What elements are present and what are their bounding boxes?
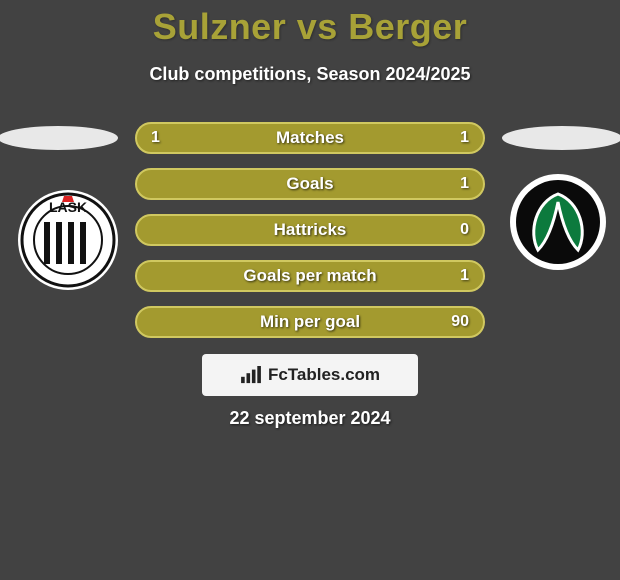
bars-icon [240,366,262,384]
decor-oval-left [0,126,118,150]
brand-box: FcTables.com [202,354,418,396]
stat-label: Goals per match [243,266,376,286]
decor-oval-right [502,126,620,150]
lask-badge-icon: LASK [18,180,118,300]
stat-label: Min per goal [260,312,360,332]
stat-right-value: 0 [460,221,469,239]
stat-row: Hattricks 0 [135,214,485,246]
stat-row: Goals 1 [135,168,485,200]
stat-label: Goals [286,174,333,194]
brand-label: FcTables.com [268,365,380,385]
stat-label: Matches [276,128,344,148]
stat-row: Min per goal 90 [135,306,485,338]
subtitle: Club competitions, Season 2024/2025 [0,64,620,85]
date-label: 22 september 2024 [0,408,620,429]
stat-row: 1 Matches 1 [135,122,485,154]
stat-label: Hattricks [274,220,347,240]
stat-left-value: 1 [151,129,160,147]
page-title: Sulzner vs Berger [0,0,620,48]
stat-right-value: 1 [460,175,469,193]
stat-right-value: 1 [460,129,469,147]
stats-list: 1 Matches 1 Goals 1 Hattricks 0 Goals pe… [135,122,485,338]
stat-row: Goals per match 1 [135,260,485,292]
stat-right-value: 90 [451,313,469,331]
stat-right-value: 1 [460,267,469,285]
club-badge-left: LASK [18,180,118,300]
club-badge-right [508,172,608,272]
ried-badge-icon [508,172,608,272]
